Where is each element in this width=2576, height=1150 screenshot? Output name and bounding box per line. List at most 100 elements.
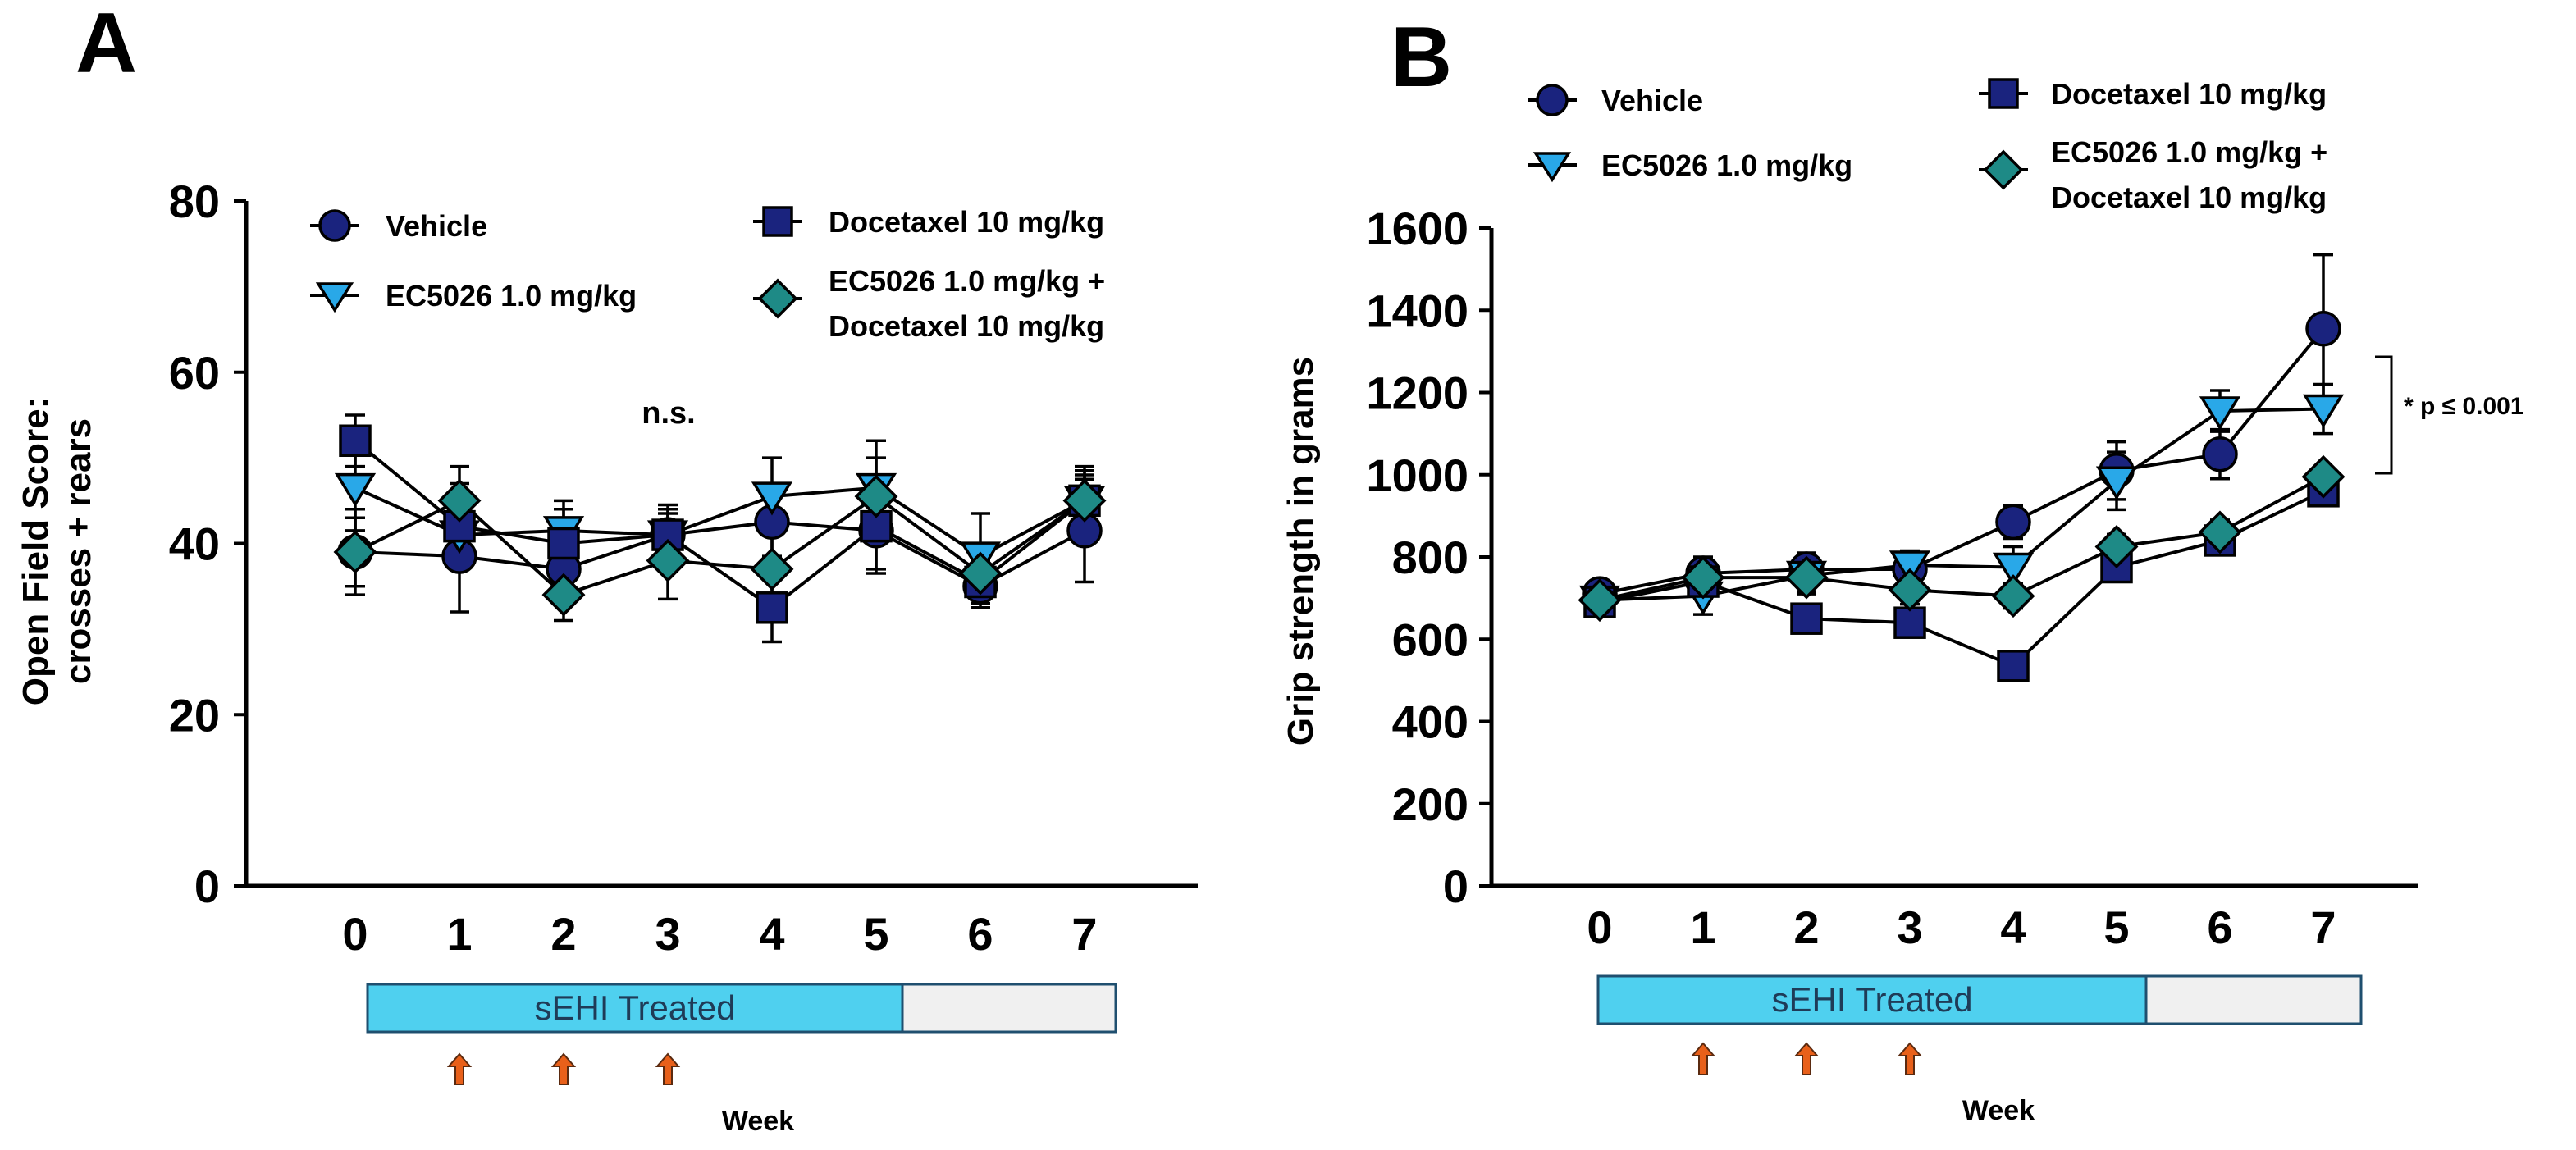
panel-b-series — [1578, 253, 2345, 682]
x-tick-label: 4 — [2000, 901, 2026, 953]
significance-bracket: * p ≤ 0.001 — [2375, 355, 2524, 475]
legend-b-combo-label-2: Docetaxel 10 mg/kg — [2051, 180, 2327, 214]
y-tick-label: 1000 — [1366, 450, 1468, 501]
significance-label: * p ≤ 0.001 — [2404, 393, 2524, 420]
data-point-combo — [333, 530, 377, 574]
treated-label: sEHI Treated — [534, 988, 735, 1027]
y-tick-label: 40 — [169, 518, 220, 570]
y-tick-label: 800 — [1392, 532, 1468, 583]
data-point-ec5026 — [2199, 396, 2241, 431]
data-point-docetaxel — [1790, 602, 1823, 635]
panel-b-timeline: sEHI Treated Week — [1596, 974, 2363, 1126]
x-tick-label: 0 — [1587, 901, 1612, 953]
dose-arrows — [1690, 1042, 1923, 1075]
legend-a-combo-label-2: Docetaxel 10 mg/kg — [829, 309, 1104, 343]
y-tick-label: 1600 — [1366, 203, 1468, 254]
series-line-docetaxel — [1599, 489, 2324, 669]
x-tick-label: 7 — [1071, 908, 1097, 960]
legend-square-icon — [762, 206, 793, 237]
legend-a-docetaxel-label: Docetaxel 10 mg/kg — [829, 205, 1104, 239]
series-line-combo — [354, 494, 1086, 597]
x-tick-label: 1 — [1690, 901, 1715, 953]
legend-a-ec5026: EC5026 1.0 mg/kg — [310, 279, 637, 313]
legend-circle-icon — [1536, 84, 1569, 116]
data-point-ec5026 — [1992, 552, 2035, 586]
legend-triangle-icon — [1532, 152, 1572, 183]
data-point-docetaxel — [756, 591, 788, 624]
data-point-combo — [1888, 568, 1932, 612]
data-point-combo — [541, 573, 586, 617]
legend-a-combo: EC5026 1.0 mg/kg + Docetaxel 10 mg/kg — [753, 264, 1105, 343]
y-tick-label: 200 — [1392, 778, 1468, 830]
x-tick-label: 4 — [759, 908, 784, 960]
panel-a-ylabel-line2: crosses + rears — [58, 418, 98, 684]
panel-a-week-label: Week — [722, 1106, 794, 1137]
legend-b-combo: EC5026 1.0 mg/kg + Docetaxel 10 mg/kg — [1979, 135, 2327, 214]
legend-b-ec5026-label: EC5026 1.0 mg/kg — [1601, 148, 1852, 182]
data-point-docetaxel — [1893, 606, 1926, 639]
legend-circle-icon — [318, 209, 351, 242]
legend-a-vehicle-label: Vehicle — [386, 209, 487, 243]
y-tick-label: 600 — [1392, 614, 1468, 665]
data-point-combo — [646, 538, 690, 582]
series-line-ec5026 — [1599, 407, 2324, 602]
panel-a-label: A — [75, 0, 137, 91]
data-point-docetaxel — [547, 527, 580, 560]
treated-label: sEHI Treated — [1771, 980, 1972, 1019]
y-tick-label: 60 — [169, 347, 220, 399]
legend-a-combo-label-1: EC5026 1.0 mg/kg + — [829, 264, 1105, 298]
panel-b-x-ticks: 0 1 2 3 4 5 6 7 — [1587, 901, 2336, 953]
panel-b-y-ticks: 0 200 400 600 800 1000 1200 1400 1600 — [1366, 203, 1491, 912]
y-tick-label: 1200 — [1366, 367, 1468, 419]
legend-a-vehicle: Vehicle — [310, 209, 487, 243]
legend-diamond-icon — [757, 278, 798, 319]
legend-b-combo-label-1: EC5026 1.0 mg/kg + — [2051, 135, 2327, 169]
dose-arrow-icon — [446, 1052, 473, 1085]
data-point-combo — [1784, 555, 1829, 600]
x-tick-label: 5 — [2103, 901, 2129, 953]
panel-b: B Grip strength in grams 020040060080010… — [1281, 10, 2524, 1126]
data-point-vehicle — [2305, 311, 2341, 347]
legend-b-vehicle: Vehicle — [1528, 84, 1703, 117]
data-point-ec5026 — [334, 472, 377, 508]
x-tick-label: 7 — [2310, 901, 2336, 953]
panel-a-annotation: n.s. — [642, 396, 695, 431]
x-tick-label: 3 — [655, 908, 680, 960]
data-point-combo — [1062, 478, 1107, 523]
legend-b-docetaxel: Docetaxel 10 mg/kg — [1979, 77, 2327, 111]
legend-b-vehicle-label: Vehicle — [1601, 84, 1703, 117]
panel-a: A Open Field Score: crosses + rears 0204… — [16, 0, 1198, 1137]
untreated-period-bar — [2144, 974, 2363, 1025]
dose-arrow-icon — [550, 1052, 577, 1085]
data-point-docetaxel — [339, 424, 372, 457]
dose-arrow-icon — [1897, 1042, 1923, 1075]
panel-b-label: B — [1391, 10, 1452, 105]
data-point-combo — [1681, 555, 1725, 600]
y-tick-label: 80 — [169, 176, 220, 227]
panel-a-timeline: sEHI Treated Week — [366, 983, 1117, 1137]
data-point-ec5026 — [751, 481, 793, 516]
y-tick-label: 400 — [1392, 696, 1468, 748]
data-point-combo — [750, 547, 794, 591]
data-point-combo — [1578, 578, 1622, 623]
data-point-vehicle — [2202, 436, 2238, 472]
panel-b-week-label: Week — [1962, 1095, 2035, 1126]
legend-b-docetaxel-label: Docetaxel 10 mg/kg — [2051, 77, 2327, 111]
dose-arrows — [446, 1052, 681, 1085]
data-point-combo — [854, 474, 898, 518]
data-point-docetaxel — [1997, 650, 2030, 682]
x-tick-label: 6 — [2207, 901, 2232, 953]
panel-b-legend: Vehicle EC5026 1.0 mg/kg Docetaxel 10 mg… — [1528, 77, 2327, 214]
legend-diamond-icon — [1983, 149, 2024, 190]
x-tick-label: 1 — [446, 908, 472, 960]
legend-a-docetaxel: Docetaxel 10 mg/kg — [753, 205, 1104, 239]
panel-a-legend: Vehicle EC5026 1.0 mg/kg Docetaxel 10 mg… — [310, 205, 1105, 343]
legend-b-ec5026: EC5026 1.0 mg/kg — [1528, 148, 1852, 183]
dose-arrow-icon — [1690, 1042, 1716, 1075]
data-point-combo — [1991, 574, 2035, 618]
x-tick-label: 3 — [1897, 901, 1922, 953]
data-point-combo — [958, 551, 1003, 596]
legend-a-ec5026-label: EC5026 1.0 mg/kg — [386, 279, 637, 313]
data-point-combo — [2094, 524, 2139, 568]
